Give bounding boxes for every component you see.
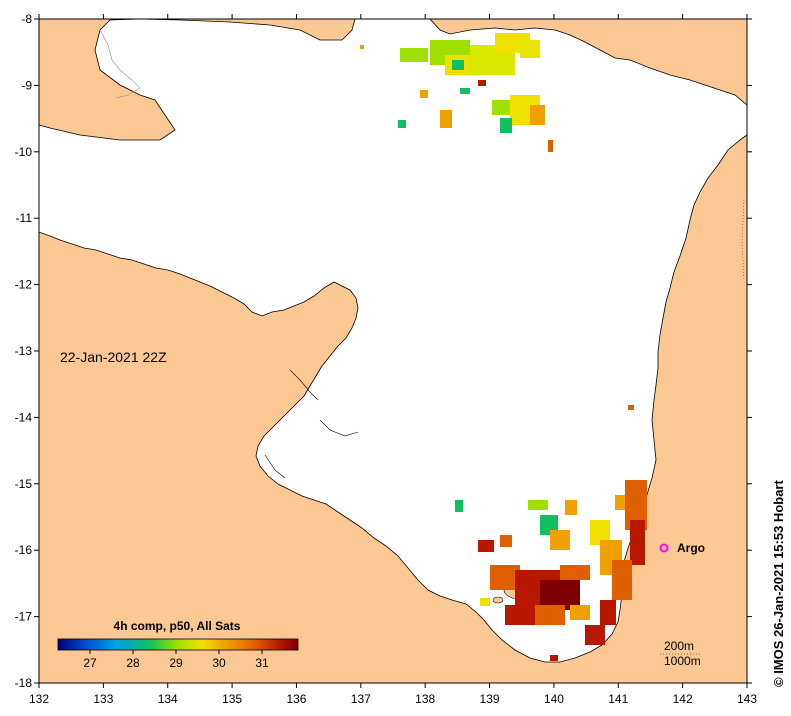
legend-tick-label: 30: [212, 656, 226, 670]
y-axis: -8 -9 -10 -11 -12 -13 -14 -15 -16 -17 -18: [15, 12, 752, 690]
land-east-australia: [39, 134, 747, 683]
y-tick-label: -13: [15, 344, 33, 358]
y-tick-label: -17: [15, 610, 33, 624]
x-tick-label: 141: [608, 692, 628, 706]
color-bar: [57, 638, 299, 651]
y-tick-label: -8: [21, 12, 32, 26]
sst-patch-north: [360, 33, 553, 152]
y-tick-label: -15: [15, 477, 33, 491]
color-legend: 4h comp, p50, All Sats 27 28 29 30 31: [57, 619, 299, 670]
legend-title: 4h comp, p50, All Sats: [114, 619, 241, 633]
land-top-right: [429, 19, 747, 106]
x-tick-label: 134: [158, 692, 178, 706]
y-tick-label: -10: [15, 145, 33, 159]
argo-marker[interactable]: Argo: [659, 541, 706, 555]
x-tick-label: 135: [222, 692, 242, 706]
legend-tick-label: 31: [255, 656, 269, 670]
x-tick-label: 139: [480, 692, 500, 706]
x-tick-label: 132: [29, 692, 49, 706]
sst-patch-south: [455, 405, 647, 661]
x-tick-label: 137: [351, 692, 371, 706]
river-outline: [99, 29, 141, 99]
depth-legend-200m: 200m: [664, 639, 694, 653]
y-tick-label: -12: [15, 278, 33, 292]
legend-tick-label: 27: [83, 656, 97, 670]
x-tick-label: 140: [544, 692, 564, 706]
legend-tick-label: 28: [126, 656, 140, 670]
credit-text: © IMOS 26-Jan-2021 15:53 Hobart: [771, 480, 786, 687]
y-tick-label: -16: [15, 543, 33, 557]
island-small-1: [492, 596, 504, 604]
x-axis: 132 133 134 135 136 137 138 139 140 141 142 143: [29, 14, 757, 706]
y-tick-label: -11: [16, 211, 33, 225]
y-tick-label: -9: [21, 78, 32, 92]
land-top-left: [39, 19, 356, 141]
coast-detail-west: [264, 369, 359, 479]
y-tick-label: -14: [15, 410, 33, 424]
timestamp-label: 22-Jan-2021 22Z: [60, 349, 167, 365]
x-tick-label: 138: [415, 692, 435, 706]
argo-label: Argo: [677, 541, 705, 555]
depth-legend: 200m 1000m: [660, 639, 701, 668]
x-tick-label: 133: [93, 692, 113, 706]
x-tick-label: 136: [286, 692, 306, 706]
argo-float-icon[interactable]: [659, 543, 669, 553]
depth-contour: [741, 199, 745, 281]
y-tick-label: -18: [15, 676, 33, 690]
x-tick-label: 143: [737, 692, 757, 706]
legend-tick-label: 29: [169, 656, 183, 670]
legend-ticks: 27 28 29 30 31: [83, 650, 269, 670]
x-tick-label: 142: [673, 692, 693, 706]
depth-legend-1000m: 1000m: [664, 654, 701, 668]
